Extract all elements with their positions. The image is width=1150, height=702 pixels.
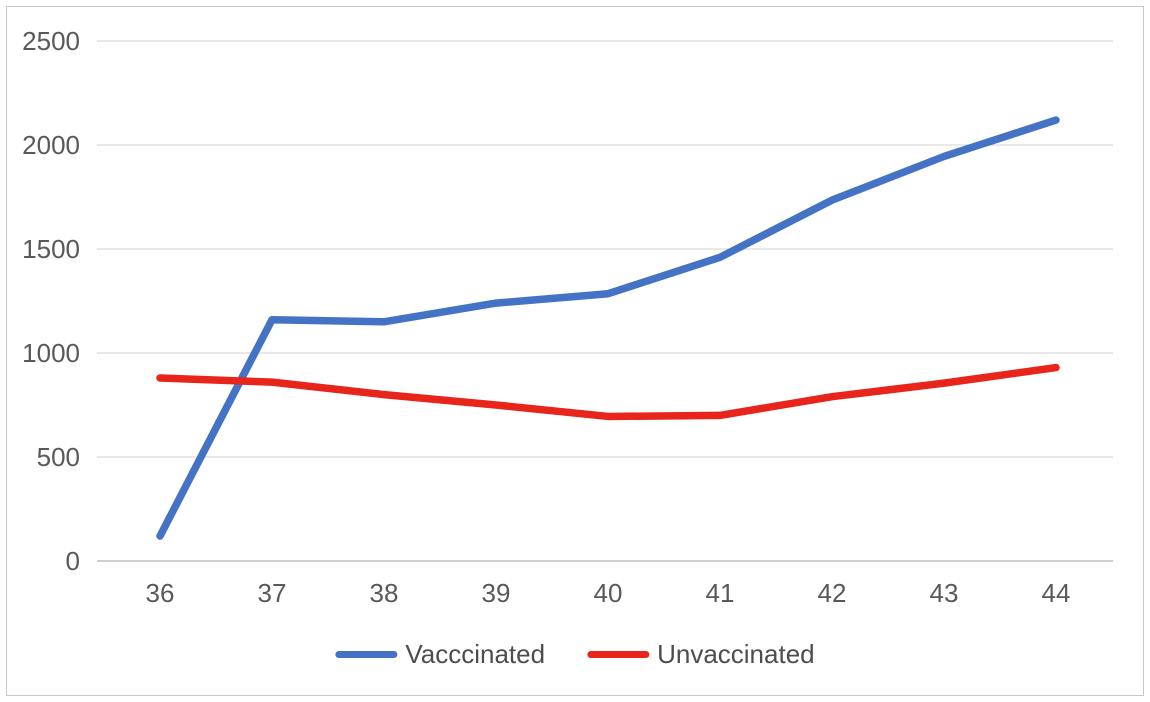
y-axis-tick-label: 500 [37,442,80,472]
x-axis-tick-label: 38 [370,578,399,608]
series-line-unvaccinated [156,363,1060,421]
legend-item: Vacccinated [335,639,545,669]
x-axis-tick-label: 36 [146,578,175,608]
chart-frame [6,6,1144,696]
y-axis-tick-label: 2000 [22,130,80,160]
legend-item: Unvaccinated [587,639,815,669]
legend: Vacccinated Unvaccinated [335,639,815,669]
x-axis-tick-label: 42 [818,578,847,608]
legend-label: Unvaccinated [657,639,815,669]
y-axis-tick-label: 0 [66,546,80,576]
legend-label: Vacccinated [405,639,546,669]
x-axis-tick-label: 43 [930,578,959,608]
gridlines [97,40,1113,562]
x-axis-tick-label: 37 [258,578,287,608]
x-axis-tick-label: 41 [706,578,735,608]
series-line-vacccinated [156,116,1060,540]
x-axis-tick-label: 39 [482,578,511,608]
x-axis-labels: 36 37 38 39 40 41 42 43 44 [146,578,1071,608]
y-axis-tick-label: 2500 [22,26,80,56]
x-axis-tick-label: 40 [594,578,623,608]
legend-swatch-line [335,650,398,658]
legend-swatch-line [587,650,650,658]
series-lines [156,116,1060,540]
y-axis-tick-label: 1500 [22,234,80,264]
y-axis-tick-label: 1000 [22,338,80,368]
x-axis-tick-label: 44 [1042,578,1071,608]
y-axis-labels: 0 500 1000 1500 2000 2500 [22,26,80,576]
